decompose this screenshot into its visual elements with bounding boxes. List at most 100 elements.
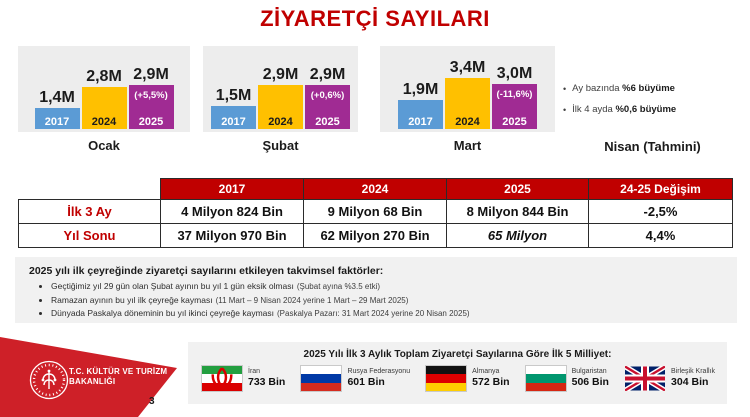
iran-flag-icon <box>202 366 242 391</box>
bar-mart-2024: 3,4M 2024 <box>445 59 490 129</box>
bulgaria-flag-icon <box>525 366 566 391</box>
factors-title: 2025 yılı ilk çeyreğinde ziyaretçi sayıl… <box>29 265 384 277</box>
bar-mart-2017: 1,9M 2017 <box>398 81 443 129</box>
cell-change: 4,4% <box>588 223 733 248</box>
factors-list: Geçtiğimiz yıl 29 gün olan Şubat ayının … <box>15 281 737 318</box>
table-row: İlk 3 Ay 4 Milyon 824 Bin 9 Milyon 68 Bi… <box>18 199 733 224</box>
factor-item: Geçtiğimiz yıl 29 gün olan Şubat ayının … <box>51 281 737 291</box>
table-corner-cell <box>19 179 161 200</box>
ministry-name: T.C. KÜLTÜR VE TURİZM BAKANLIĞI <box>69 367 168 386</box>
bullet-icon: • <box>563 84 567 94</box>
bar-value-label: 2,9M <box>262 66 299 83</box>
country-germany: Almanya 572 Bin <box>426 366 510 391</box>
country-name: Almanya <box>472 368 500 376</box>
country-value: 572 Bin <box>472 376 510 389</box>
table-header-row: 2017 2024 2025 24-25 Değişim <box>19 178 733 200</box>
month-label-nisan: Nisan (Tahmini) <box>604 139 701 154</box>
cell-2024: 9 Milyon 68 Bin <box>303 199 447 224</box>
cell-2025: 8 Milyon 844 Bin <box>446 199 589 224</box>
bar-value-label: 2,8M <box>86 68 122 85</box>
page-title: ZİYARETÇİ SAYILARI <box>260 6 490 31</box>
bar-ocak-2017: 1,4M 2017 <box>34 89 80 129</box>
bar-mart-2025: 3,0M (-11,6%) 2025 <box>492 65 537 129</box>
bar-value-label: 3,0M <box>496 65 533 82</box>
bar-group-mart: 1,9M 2017 3,4M 2024 3,0M (-11,6%) 2025 <box>380 59 555 129</box>
country-bulgaria: Bulgaristan 506 Bin <box>525 366 609 391</box>
country-russia: Rusya Federasyonu 601 Bin <box>301 366 410 391</box>
calendar-factors-box: 2025 yılı ilk çeyreğinde ziyaretçi sayıl… <box>15 257 737 323</box>
row-label: Yıl Sonu <box>18 223 161 248</box>
month-label-subat: Şubat <box>262 138 299 153</box>
bullet-icon: • <box>563 105 567 115</box>
bar-change-label: (-11,6%) <box>496 89 533 100</box>
bar-ocak-2024: 2,8M 2024 <box>81 68 127 129</box>
bar-value-label: 3,4M <box>449 59 486 76</box>
chart-panel-ocak: 1,4M 2017 2,8M 2024 2,9M (+5,5%) 2025 <box>18 46 190 132</box>
country-name: İran <box>248 368 261 376</box>
row-label: İlk 3 Ay <box>18 199 161 224</box>
bar-subat-2017: 1,5M 2017 <box>211 87 256 129</box>
bar-year-label: 2025 <box>502 116 527 128</box>
col-header-change: 24-25 Değişim <box>588 178 733 200</box>
country-name: Bulgaristan <box>571 368 607 376</box>
bar-value-label: 2,9M <box>309 66 346 83</box>
page-number: 3 <box>149 396 155 407</box>
iran-emblem-icon <box>202 367 242 390</box>
month-label-mart: Mart <box>453 138 482 153</box>
chart-panel-mart: 1,9M 2017 3,4M 2024 3,0M (-11,6%) 2025 <box>380 46 555 132</box>
bar-year-label: 2024 <box>455 116 480 128</box>
bar-value-label: 1,5M <box>215 87 252 104</box>
country-value: 733 Bin <box>248 376 286 389</box>
summary-table: 2017 2024 2025 24-25 Değişim İlk 3 Ay 4 … <box>18 178 733 248</box>
top-nationalities-box: 2025 Yılı İlk 3 Aylık Toplam Ziyaretçi S… <box>188 342 727 404</box>
country-name: Birleşik Krallık <box>671 368 715 376</box>
country-value: 304 Bin <box>671 376 709 389</box>
factor-item: Dünyada Paskalya döneminin bu yıl ikinci… <box>51 308 737 318</box>
top-nationalities-title: 2025 Yılı İlk 3 Aylık Toplam Ziyaretçi S… <box>303 349 612 360</box>
bar-subat-2024: 2,9M 2024 <box>258 66 303 129</box>
nisan-forecast-notes: • Ay bazında %6 büyüme • İlk 4 ayda %0,6… <box>563 83 747 125</box>
flags-row: İran 733 Bin Rusya Federasyonu 601 Bin <box>188 360 727 391</box>
russia-flag-icon <box>301 366 342 391</box>
bar-group-ocak: 1,4M 2017 2,8M 2024 2,9M (+5,5%) 2025 <box>18 66 190 129</box>
col-header-2025: 2025 <box>446 178 589 200</box>
bar-change-label: (+5,5%) <box>134 90 168 101</box>
country-value: 506 Bin <box>571 376 609 389</box>
germany-flag-icon <box>426 366 467 391</box>
factor-item: Ramazan ayının bu yıl ilk çeyreğe kaymas… <box>51 295 737 305</box>
cell-2017: 4 Milyon 824 Bin <box>160 199 304 224</box>
table-row: Yıl Sonu 37 Milyon 970 Bin 62 Milyon 270… <box>18 223 733 248</box>
bar-change-label: (+0,6%) <box>310 90 345 101</box>
uk-flag-icon <box>625 366 666 391</box>
cell-2024: 62 Milyon 270 Bin <box>303 223 447 248</box>
forecast-bullet: • İlk 4 ayda %0,6 büyüme <box>563 104 677 115</box>
bar-group-subat: 1,5M 2017 2,9M 2024 2,9M (+0,6%) 2025 <box>203 66 358 129</box>
cell-2017: 37 Milyon 970 Bin <box>160 223 304 248</box>
country-name: Rusya Federasyonu <box>347 368 411 376</box>
country-uk: Birleşik Krallık 304 Bin <box>625 366 715 391</box>
bar-year-label: 2024 <box>91 116 117 128</box>
month-label-ocak: Ocak <box>88 138 120 153</box>
ministry-ribbon <box>0 337 177 417</box>
cell-change: -2,5% <box>588 199 733 224</box>
bar-year-label: 2024 <box>268 116 293 128</box>
col-header-2024: 2024 <box>303 178 447 200</box>
bar-value-label: 1,4M <box>39 89 75 106</box>
forecast-bullet: • Ay bazında %6 büyüme <box>563 83 675 94</box>
bar-value-label: 1,9M <box>402 81 439 98</box>
cell-2025: 65 Milyon <box>446 223 589 248</box>
bar-year-label: 2025 <box>138 116 164 128</box>
bar-value-label: 2,9M <box>133 66 169 83</box>
chart-panel-subat: 1,5M 2017 2,9M 2024 2,9M (+0,6%) 2025 <box>203 46 358 132</box>
ministry-emblem-icon <box>29 360 69 400</box>
bar-year-label: 2017 <box>44 116 70 128</box>
bar-year-label: 2017 <box>408 116 433 128</box>
country-value: 601 Bin <box>347 376 385 389</box>
bar-year-label: 2017 <box>221 116 246 128</box>
bar-ocak-2025: 2,9M (+5,5%) 2025 <box>128 66 174 129</box>
col-header-2017: 2017 <box>160 178 304 200</box>
bar-subat-2025: 2,9M (+0,6%) 2025 <box>305 66 350 129</box>
bar-year-label: 2025 <box>315 116 340 128</box>
country-iran: İran 733 Bin <box>202 366 285 391</box>
